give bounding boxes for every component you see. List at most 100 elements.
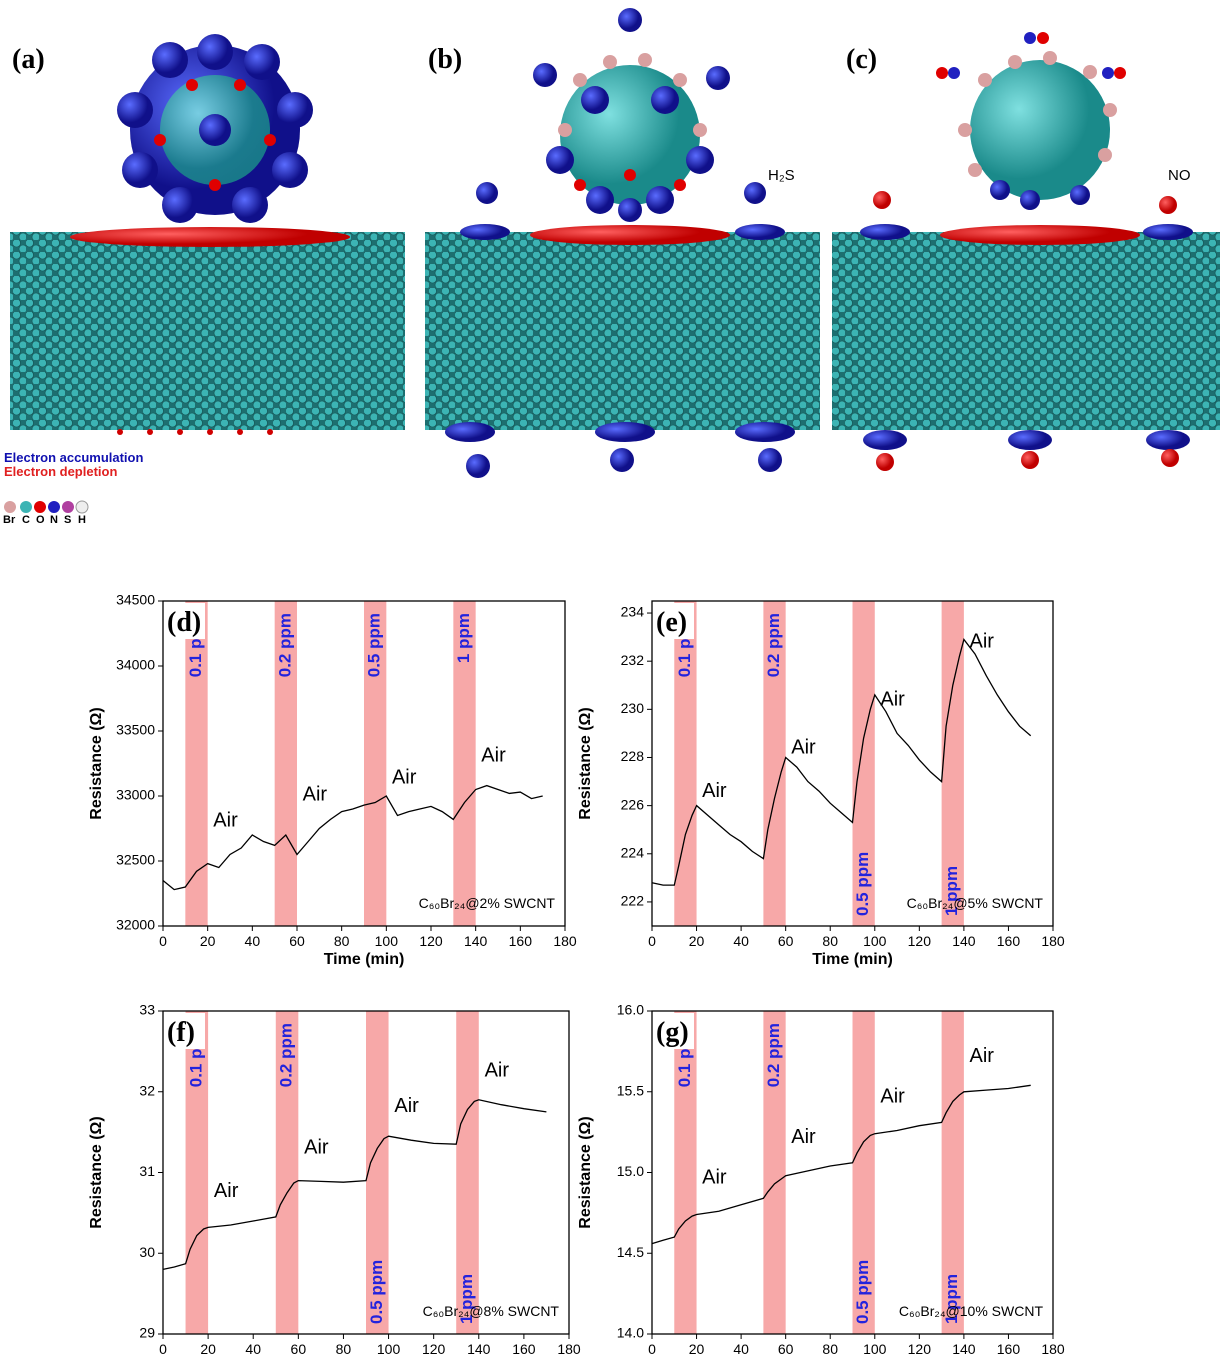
x-tick-label: 40 [733,933,749,949]
y-tick-label: 34000 [116,657,155,673]
sample-label: C₆₀Br₂₄@2% SWCNT [419,895,556,911]
band-label: 0.2 ppm [764,613,783,677]
panel-label: (d) [167,607,201,638]
data-line [652,640,1031,886]
x-tick-label: 60 [778,933,794,949]
x-tick-label: 140 [464,933,488,949]
annotation: Air [394,1095,419,1117]
nanotube [832,232,1220,430]
annotation: Air [969,631,994,653]
x-tick-label: 0 [648,933,656,949]
x-tick-label: 160 [509,933,533,949]
y-axis-title: Resistance (Ω) [88,707,105,819]
element-label: Br [3,514,16,526]
x-tick-label: 40 [245,1341,261,1357]
panel-label: (f) [167,1017,195,1048]
panel-label: (b) [428,44,462,75]
x-tick-label: 140 [952,1341,976,1357]
band-label: 0.2 ppm [764,1023,783,1087]
element-label: C [22,514,30,526]
nanotube [425,232,820,430]
molecule-label: NO [1168,167,1191,184]
x-tick-label: 160 [997,1341,1021,1357]
band-label: 0.5 ppm [365,613,384,677]
sample-label: C₆₀Br₂₄@8% SWCNT [423,1303,560,1319]
chart: 0.1 ppmAir0.2 ppmAir0.5 ppmAir1 ppmAir02… [577,601,1065,968]
annotation: Air [303,784,328,806]
annotation: Air [702,780,727,802]
y-tick-label: 32500 [116,852,155,868]
annotation: Air [880,688,905,710]
band-label: 0.2 ppm [275,613,294,677]
panel-label: (a) [12,44,45,75]
x-tick-label: 120 [908,933,932,949]
y-tick-label: 234 [621,604,645,620]
element-label: H [78,514,86,526]
x-tick-label: 80 [822,1341,838,1357]
y-tick-label: 224 [621,844,645,860]
y-tick-label: 30 [139,1244,155,1260]
depletion [940,225,1140,245]
x-tick-label: 100 [863,1341,887,1357]
x-tick-label: 180 [553,933,577,949]
band-label: 0.5 ppm [367,1260,386,1324]
y-tick-label: 33500 [116,722,155,738]
y-tick-label: 16.0 [617,1002,644,1018]
annotation: Air [485,1060,510,1082]
panel-label: (e) [656,607,687,638]
x-tick-label: 80 [334,933,350,949]
y-tick-label: 29 [139,1325,155,1341]
x-tick-label: 60 [778,1341,794,1357]
x-tick-label: 60 [289,933,305,949]
x-tick-label: 80 [336,1341,352,1357]
data-line [652,1085,1031,1243]
y-tick-label: 232 [621,652,645,668]
band-label: 1 ppm [454,613,473,663]
fullerene-b [533,8,730,222]
annotation: Air [880,1086,905,1108]
fullerene-c [936,32,1126,210]
x-tick-label: 180 [1041,933,1065,949]
y-tick-label: 230 [621,700,645,716]
x-tick-label: 80 [822,933,838,949]
annotation: Air [214,1180,239,1202]
annotation: Air [481,745,506,767]
x-tick-label: 120 [422,1341,446,1357]
data-line [163,786,543,890]
x-tick-label: 100 [375,933,399,949]
x-tick-label: 20 [689,933,705,949]
x-tick-label: 140 [467,1341,491,1357]
depletion [70,227,350,247]
annotation: Air [791,1126,816,1148]
band-label: 0.2 ppm [277,1023,296,1087]
band-label: 0.5 ppm [853,1260,872,1324]
panel-label: (c) [846,44,877,75]
legend-accumulation: Electron accumulation [4,450,143,465]
depletion [530,225,730,245]
figure: (a) (b) (c) H₂S NO Electron accumulation… [0,0,1223,1358]
x-tick-label: 100 [377,1341,401,1357]
y-tick-label: 228 [621,748,645,764]
element-label: O [36,514,45,526]
band-label: 0.5 ppm [853,852,872,916]
x-tick-label: 180 [1041,1341,1065,1357]
y-tick-label: 32000 [116,917,155,933]
y-tick-label: 33000 [116,787,155,803]
x-tick-label: 180 [557,1341,581,1357]
y-tick-label: 226 [621,796,645,812]
legend-depletion: Electron depletion [4,464,117,479]
annotation: Air [304,1136,329,1158]
nanotube [10,232,405,430]
y-tick-label: 33 [139,1002,155,1018]
x-axis-title: Time (min) [324,951,405,968]
x-tick-label: 160 [512,1341,536,1357]
annotation: Air [213,810,238,832]
x-tick-label: 40 [733,1341,749,1357]
x-tick-label: 120 [908,1341,932,1357]
molecule-label: H₂S [768,167,795,184]
annotation: Air [702,1166,727,1188]
annotation: Air [791,737,816,759]
element-label: S [64,514,71,526]
x-tick-label: 160 [997,933,1021,949]
y-axis-title: Resistance (Ω) [88,1116,105,1228]
